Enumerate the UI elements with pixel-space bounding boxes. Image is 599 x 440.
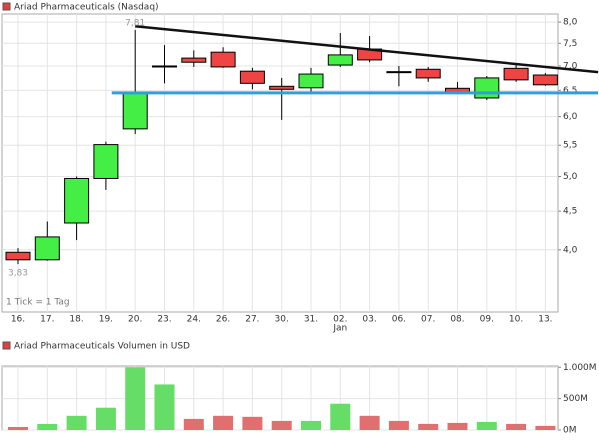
volume-bar <box>330 403 351 430</box>
price-frame <box>1 13 559 313</box>
candle-body <box>34 236 60 261</box>
y-tick-label: 500M <box>563 394 588 404</box>
volume-bar <box>301 420 321 430</box>
x-tick-label: 23. <box>157 315 171 325</box>
x-tick-label: 16. <box>11 315 25 325</box>
x-tick-label: 18. <box>69 315 83 325</box>
y-tick-label: 4,5 <box>563 207 577 217</box>
y-tick-label: 5,0 <box>563 172 578 182</box>
x-tick-label: 26. <box>216 315 230 325</box>
candle-body <box>298 73 324 89</box>
candle-body <box>181 57 207 63</box>
candle-body <box>122 92 148 130</box>
volume-bar <box>125 367 146 430</box>
volume-bar <box>37 423 58 430</box>
volume-bar <box>95 407 116 430</box>
x-tick-label: 31. <box>304 315 318 325</box>
x-tick-label: 17. <box>40 315 54 325</box>
x-tick-label: 19. <box>99 315 113 325</box>
y-tick-label: 6,5 <box>563 86 577 96</box>
annotation: 7,81 <box>125 19 145 29</box>
volume-bar <box>242 416 263 430</box>
candle-body <box>64 177 90 224</box>
volume-bar <box>388 420 409 430</box>
volume-bar <box>213 415 234 430</box>
candle-body <box>5 251 31 261</box>
trend-line <box>135 24 599 74</box>
candle-body <box>93 144 119 179</box>
x-tick-label: 08. <box>450 315 464 325</box>
candle-body <box>503 67 529 81</box>
y-tick-label: 4,0 <box>563 245 578 255</box>
volume-bar <box>535 425 556 430</box>
candle-body <box>415 68 441 79</box>
volume-bar <box>447 422 468 430</box>
chart-title: Ariad Pharmaceuticals Volumen in USD <box>14 342 190 352</box>
legend-swatch <box>2 2 11 11</box>
y-tick-label: 7,5 <box>563 39 577 49</box>
candle-body <box>532 74 558 86</box>
candle-body <box>239 70 265 84</box>
candle-body <box>269 85 295 90</box>
y-tick-label: 8,0 <box>563 18 578 28</box>
x-tick-label: 30. <box>275 315 289 325</box>
chart-title: Ariad Pharmaceuticals (Nasdaq) <box>14 3 159 13</box>
x-tick-label: 07. <box>421 315 435 325</box>
candle-body <box>152 65 177 68</box>
volume-bar <box>418 423 439 430</box>
y-tick-label: 7,0 <box>563 61 578 71</box>
y-tick-label: 1.000M <box>563 363 597 373</box>
x-tick-label: 09. <box>480 315 494 325</box>
volume-bar <box>154 384 175 430</box>
volume-bar <box>66 415 87 430</box>
candle-body <box>327 54 353 66</box>
y-tick-label: 6,0 <box>563 112 578 122</box>
volume-bar <box>183 418 204 430</box>
volume-bar <box>506 423 527 430</box>
x-tick-label: 24. <box>187 315 201 325</box>
legend-swatch <box>2 341 11 350</box>
annotation: 3,83 <box>8 269 28 279</box>
x-tick-label: 02. <box>333 315 347 325</box>
volume-bar <box>271 420 292 430</box>
x-sublabel: Jan <box>332 324 347 334</box>
footnote: 1 Tick = 1 Tag <box>6 298 70 308</box>
volume-bar <box>359 415 380 430</box>
x-tick-label: 13. <box>538 315 552 325</box>
candle-body <box>210 51 236 68</box>
x-tick-label: 10. <box>509 315 523 325</box>
volume-bar <box>8 426 28 430</box>
x-tick-label: 20. <box>128 315 142 325</box>
y-tick-label: 5,5 <box>563 141 577 151</box>
candle-body <box>386 71 412 74</box>
x-tick-label: 27. <box>245 315 259 325</box>
x-tick-label: 06. <box>392 315 406 325</box>
candle-body <box>474 77 500 99</box>
y-tick-label: 0M <box>563 426 577 436</box>
volume-bar <box>476 421 497 430</box>
x-tick-label: 03. <box>362 315 376 325</box>
